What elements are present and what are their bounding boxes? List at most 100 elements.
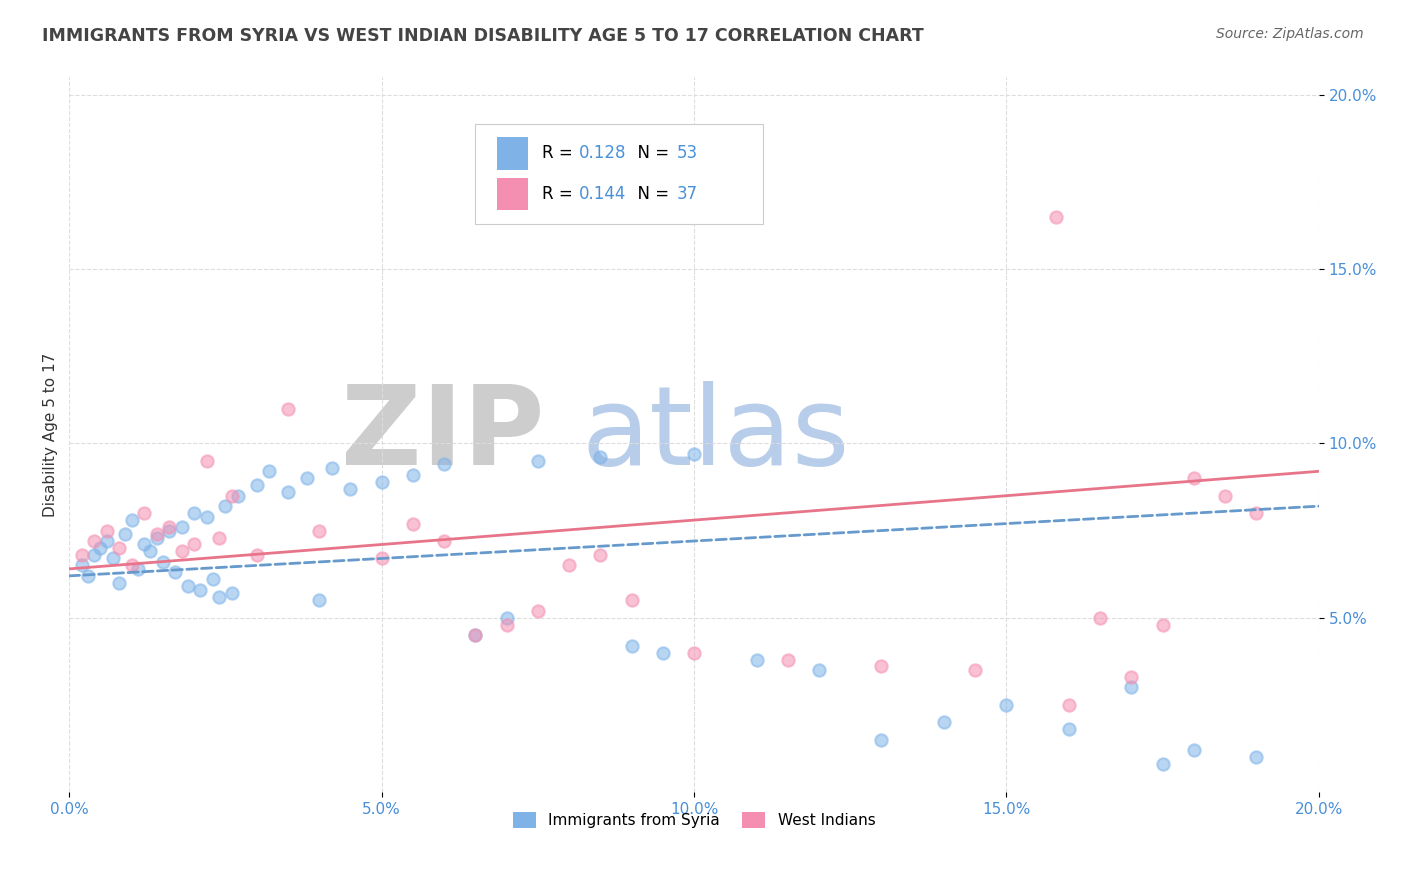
Point [321,460,343,475]
Point [1045,210,1067,224]
Point [114,527,136,541]
Text: ZIP: ZIP [340,381,544,488]
Point [96,524,118,538]
Point [214,499,236,513]
Point [139,544,162,558]
Point [589,450,612,465]
Point [221,586,243,600]
Point [1121,670,1143,684]
Point [195,509,218,524]
Point [932,715,955,730]
Point [1246,750,1268,764]
Point [70,558,93,573]
Point [558,558,581,573]
Point [995,698,1018,712]
Point [152,555,174,569]
Point [965,663,987,677]
Point [589,548,612,562]
Point [527,454,550,468]
Point [127,562,149,576]
Point [183,537,205,551]
Point [190,582,212,597]
Point [1088,610,1111,624]
Point [683,646,706,660]
Point [402,467,425,482]
Point [295,471,318,485]
Point [1057,698,1080,712]
Point [277,401,299,416]
Point [145,531,167,545]
Point [226,489,249,503]
Point [145,527,167,541]
Point [121,558,143,573]
Point [108,541,131,555]
Point [165,566,187,580]
Point [201,572,224,586]
Point [1057,723,1080,737]
Text: IMMIGRANTS FROM SYRIA VS WEST INDIAN DISABILITY AGE 5 TO 17 CORRELATION CHART: IMMIGRANTS FROM SYRIA VS WEST INDIAN DIS… [42,27,924,45]
Point [339,482,361,496]
Point [108,575,131,590]
Point [620,593,643,607]
Y-axis label: Disability Age 5 to 17: Disability Age 5 to 17 [44,352,58,516]
Text: N =: N = [627,145,673,162]
FancyBboxPatch shape [475,124,763,224]
Point [170,520,193,534]
Point [157,520,180,534]
Point [77,569,100,583]
Point [870,659,893,673]
Point [745,652,768,666]
Point [870,732,893,747]
Point [683,447,706,461]
Point [89,541,111,555]
Point [208,590,231,604]
FancyBboxPatch shape [496,178,527,211]
Point [1182,743,1205,757]
Point [277,485,299,500]
Point [1152,757,1174,772]
Legend: Immigrants from Syria, West Indians: Immigrants from Syria, West Indians [506,806,882,834]
Point [221,489,243,503]
Point [464,628,486,642]
Point [83,534,105,549]
Text: 0.128: 0.128 [579,145,627,162]
Point [134,537,156,551]
Point [70,548,93,562]
Point [177,579,200,593]
Point [495,610,517,624]
Point [620,639,643,653]
Point [651,646,673,660]
Text: 37: 37 [676,186,697,203]
Point [170,544,193,558]
Text: Source: ZipAtlas.com: Source: ZipAtlas.com [1216,27,1364,41]
Point [308,593,330,607]
Text: R =: R = [541,186,578,203]
Point [246,548,269,562]
Point [808,663,831,677]
Point [157,524,180,538]
Text: 53: 53 [676,145,697,162]
Point [1121,681,1143,695]
Point [183,506,205,520]
Point [370,475,392,489]
Text: 0.144: 0.144 [579,186,627,203]
Point [83,548,105,562]
Text: N =: N = [627,186,673,203]
Point [1246,506,1268,520]
Point [121,513,143,527]
Text: R =: R = [541,145,578,162]
Point [1182,471,1205,485]
Point [464,628,486,642]
Point [495,617,517,632]
Point [527,604,550,618]
Point [101,551,124,566]
Point [308,524,330,538]
Point [433,534,456,549]
Text: atlas: atlas [582,381,851,488]
Point [433,458,456,472]
Point [257,464,280,478]
FancyBboxPatch shape [496,137,527,169]
Point [776,652,799,666]
Point [1213,489,1236,503]
Point [134,506,156,520]
